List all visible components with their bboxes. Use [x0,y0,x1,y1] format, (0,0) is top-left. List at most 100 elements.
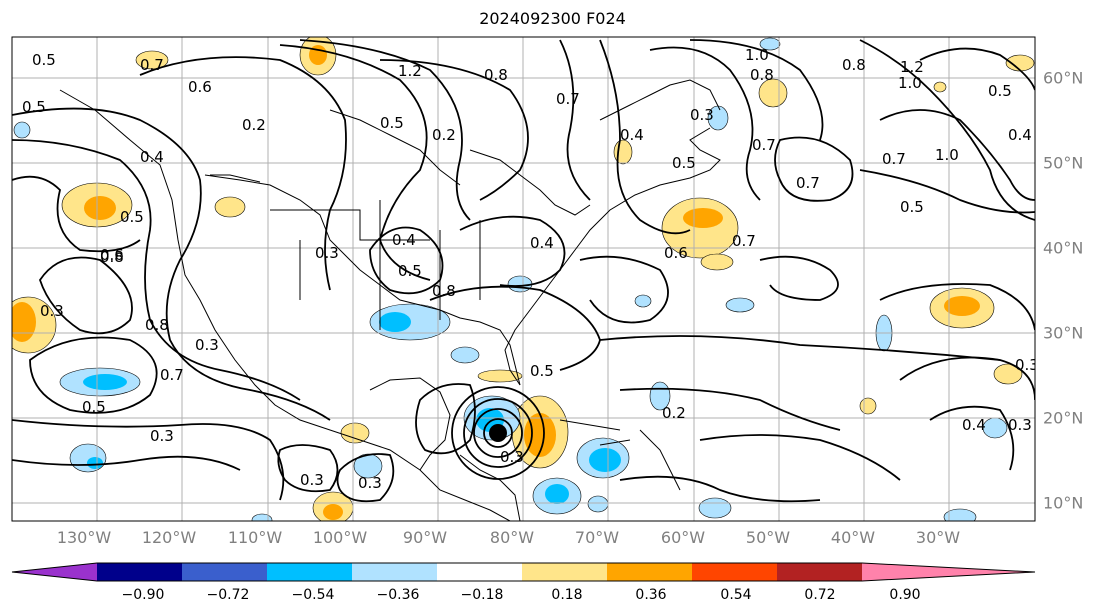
positive-anomaly [993,363,1023,385]
cyclone-contours [451,386,545,480]
contour-label: 0.5 [900,198,924,216]
longitude-label: 90°W [402,528,448,547]
contour-label: 0.5 [82,398,106,416]
contour-label: 0.3 [1008,416,1032,434]
contour-label: 0.8 [100,248,124,266]
contour-label: 0.7 [732,232,756,250]
longitude-label: 100°W [312,528,368,547]
contour-label: 0.4 [620,126,644,144]
contour-label: 0.8 [484,66,508,84]
contour-label: 0.7 [752,136,776,154]
contour-label: 0.5 [32,51,56,69]
positive-anomaly [214,196,246,218]
shaded-anomalies [12,37,1035,521]
latitude-label: 50°N [1043,153,1084,173]
contour-label: 0.2 [242,116,266,134]
positive-anomaly [323,504,343,520]
longitude-label: 80°W [489,528,535,547]
contour-label: 1.0 [935,146,959,164]
negative-anomaly [353,453,383,479]
storm-center-icon [489,424,507,442]
colorbar-segment [692,563,777,581]
longitude-label: 110°W [227,528,283,547]
contour-label: 0.5 [22,98,46,116]
negative-anomaly [13,121,31,139]
positive-anomaly [524,413,556,457]
colorbar-low-extend [12,563,97,581]
contour-label: 0.3 [40,302,64,320]
colorbar-segment [182,563,267,581]
contour-label: 0.3 [1015,356,1039,374]
contour-label: 0.3 [150,427,174,445]
longitude-label: 40°W [830,528,876,547]
contour-label: 0.4 [392,231,416,249]
negative-anomaly [725,297,755,313]
contour-label: 0.4 [140,148,164,166]
colorbar-tick-label: 0.36 [635,587,667,603]
map-title: 2024092300 F024 [479,9,626,28]
positive-anomaly [477,369,523,383]
longitude-label: 130°W [56,528,112,547]
contour-label: 0.8 [842,56,866,74]
positive-anomaly [944,296,980,316]
contour-label: 0.3 [500,448,524,466]
contour-label: 0.5 [120,208,144,226]
contour-label: 0.6 [664,244,688,262]
colorbar-tick-label: −0.90 [121,587,165,603]
colorbar-tick-label: 0.90 [889,587,921,603]
contour-label: 0.7 [796,174,820,192]
negative-anomaly [943,508,977,521]
contour-label: 0.3 [315,244,339,262]
negative-anomaly [759,37,781,51]
colorbar-segment [352,563,437,581]
contour-label-layer: 0.5 0.7 0.6 1.2 0.8 0.7 0.8 1.0 0.8 1.2 … [22,46,1039,492]
longitude-label: 70°W [574,528,620,547]
contour-label: 0.7 [882,150,906,168]
contour-label: 0.2 [432,126,456,144]
contour-label: 0.3 [358,474,382,492]
colorbar-segment [522,563,607,581]
negative-anomaly [634,294,652,308]
contour-label: 0.8 [432,282,456,300]
positive-anomaly [683,208,723,228]
latitude-label: 10°N [1043,493,1084,513]
colorbar [11,562,1036,582]
negative-anomaly [87,457,103,469]
contour-label: 1.2 [398,62,422,80]
latitude-label: 60°N [1043,68,1084,88]
contour-label: 0.3 [300,471,324,489]
latitude-label: 20°N [1043,408,1084,428]
positive-anomaly [933,81,947,93]
negative-anomaly [698,497,732,519]
contour-label: 0.5 [380,114,404,132]
contour-label: 0.5 [672,154,696,172]
contour-label: 1.0 [745,46,769,64]
negative-anomaly [69,443,107,473]
contour-label: 0.6 [188,78,212,96]
negative-anomaly [507,275,533,293]
positive-anomaly [340,422,370,444]
positive-anomaly [859,397,877,415]
longitude-label: 30°W [915,528,961,547]
colorbar-tick-label: 0.72 [804,587,836,603]
contour-label: 0.8 [145,316,169,334]
colorbar-segment [267,563,352,581]
colorbar-tick-label: −0.36 [376,587,420,603]
colorbar-segment [607,563,692,581]
contour-label: 1.0 [898,74,922,92]
contour-label: 0.3 [195,336,219,354]
contour-label: 0.8 [750,66,774,84]
negative-anomaly [251,513,273,521]
negative-anomaly [982,417,1008,439]
colorbar-high-extend [862,563,1035,581]
map-frame [11,36,1036,522]
colorbar-outline [11,562,1036,582]
graticule [12,37,1035,521]
colorbar-tick-label: −0.18 [460,587,504,603]
positive-anomaly [135,50,169,70]
positive-anomaly [758,78,788,108]
positive-anomaly [12,302,36,342]
contour-label: 1.2 [900,58,924,76]
negative-anomaly [379,312,411,332]
